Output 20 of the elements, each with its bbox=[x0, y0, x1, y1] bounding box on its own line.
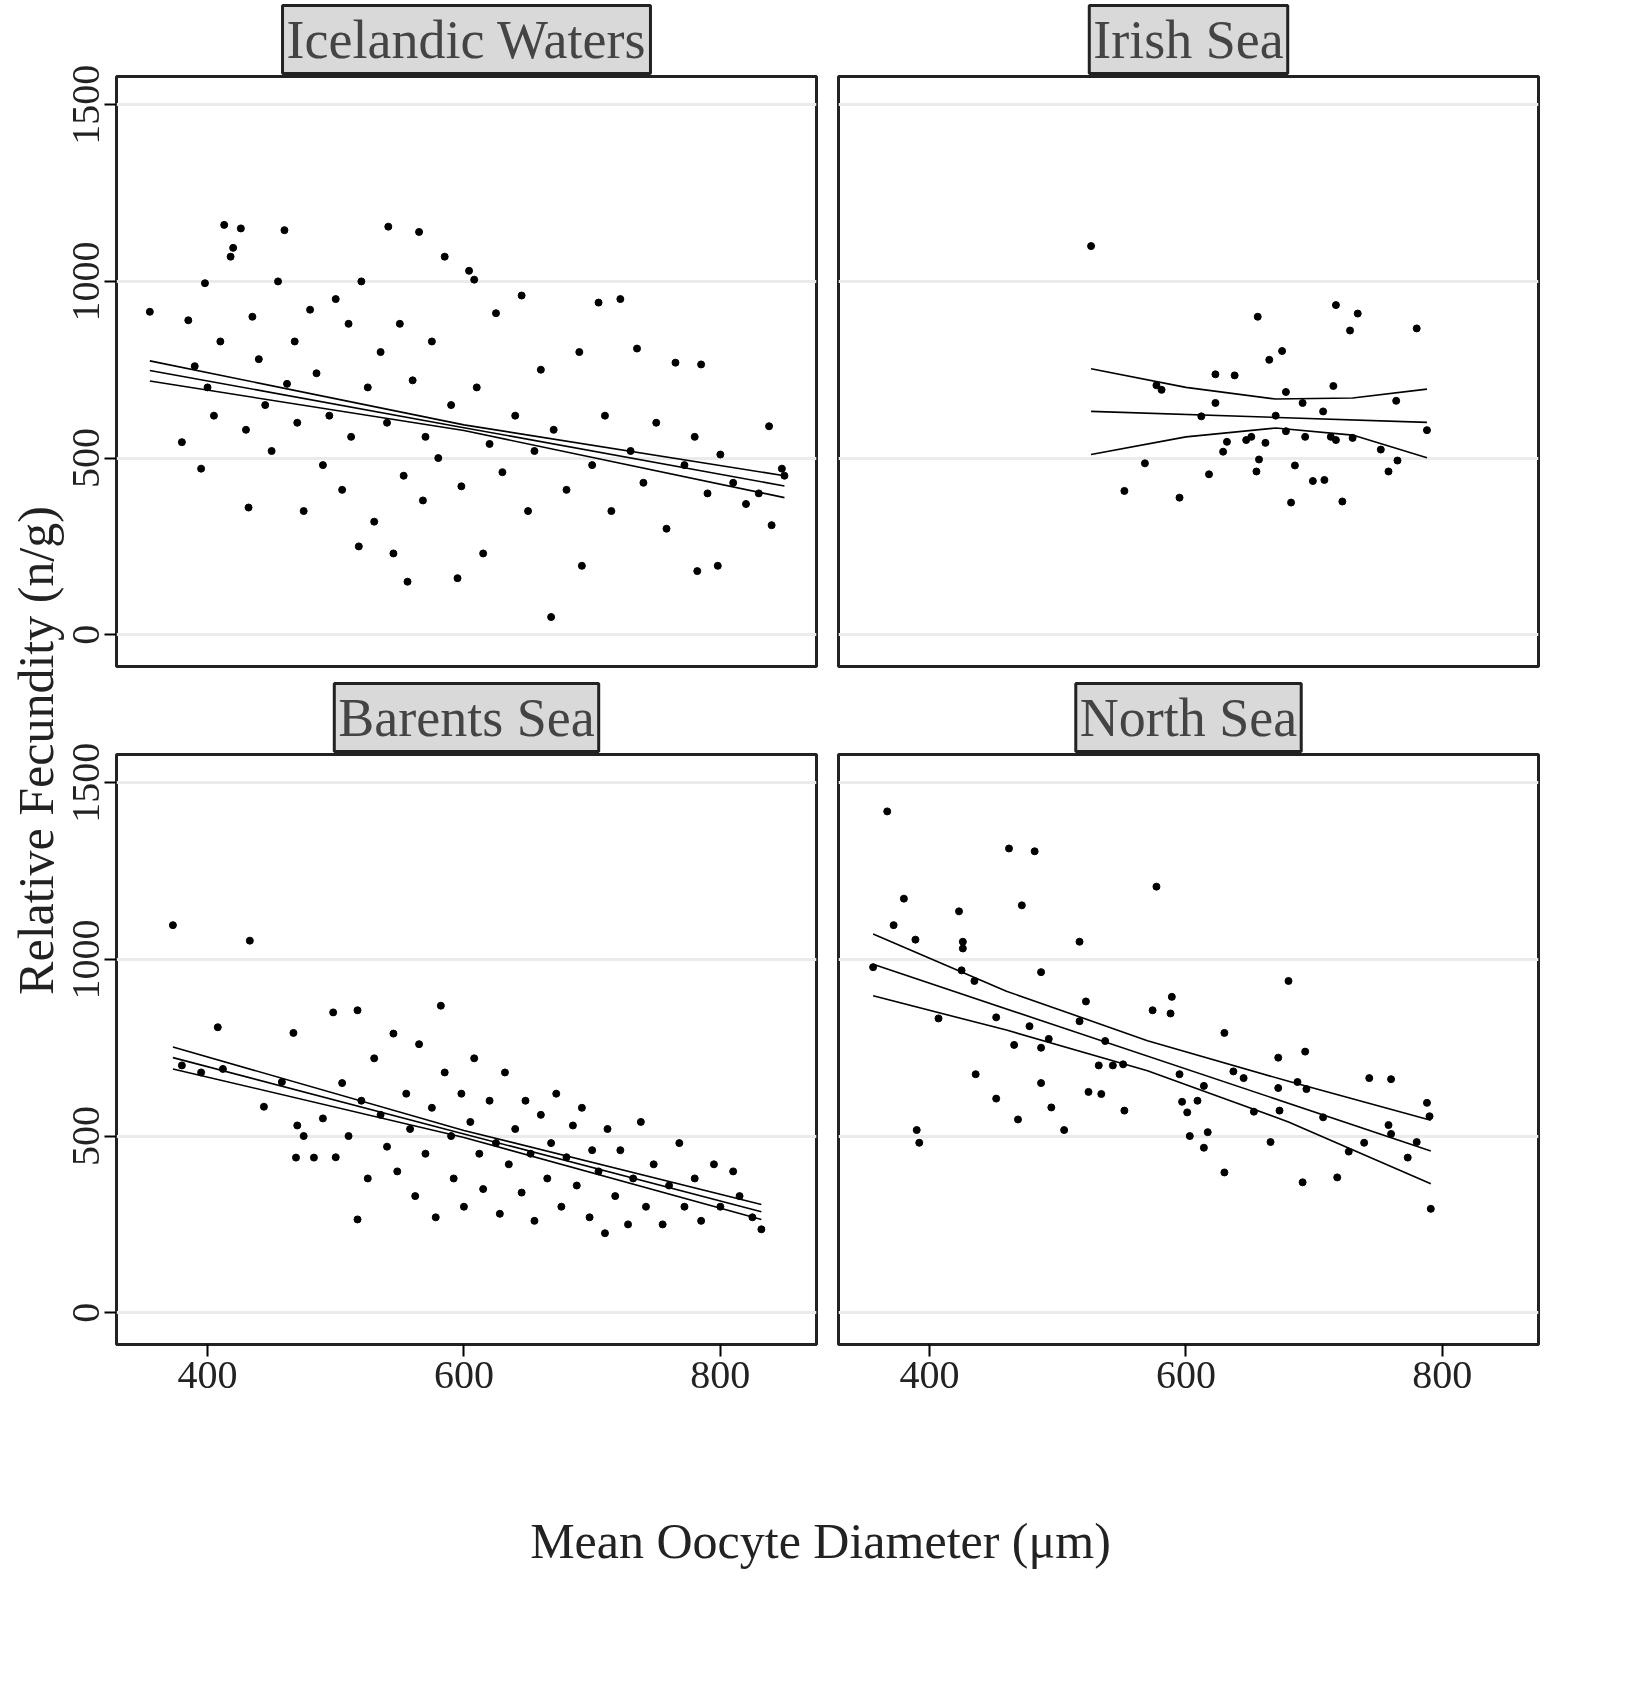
x-tick-label: 400 bbox=[177, 1351, 238, 1397]
y-tick-label: 500 bbox=[63, 428, 109, 489]
x-axis-title: Mean Oocyte Diameter (μm) bbox=[530, 1512, 1111, 1569]
y-tick-label: 1000 bbox=[63, 241, 109, 322]
chart-title: Icelandic Waters bbox=[286, 9, 646, 70]
x-tick-label: 800 bbox=[1412, 1351, 1473, 1397]
y-tick-label: 1000 bbox=[63, 919, 109, 1000]
y-tick-label: 1500 bbox=[63, 64, 109, 145]
x-tick-label: 600 bbox=[1155, 1351, 1216, 1397]
y-axis-title: Relative Fecundity (n/g) bbox=[7, 506, 64, 995]
x-tick-label: 400 bbox=[899, 1351, 960, 1397]
chart-title: North Sea bbox=[1079, 687, 1298, 748]
x-tick-label: 600 bbox=[433, 1351, 494, 1397]
y-tick-label: 1500 bbox=[63, 742, 109, 823]
chart-title: Barents Sea bbox=[338, 687, 595, 748]
y-tick-label: 0 bbox=[63, 624, 109, 645]
chart-title: Irish Sea bbox=[1093, 9, 1284, 70]
y-tick-label: 500 bbox=[63, 1106, 109, 1167]
y-tick-label: 0 bbox=[63, 1302, 109, 1323]
x-tick-label: 800 bbox=[690, 1351, 751, 1397]
